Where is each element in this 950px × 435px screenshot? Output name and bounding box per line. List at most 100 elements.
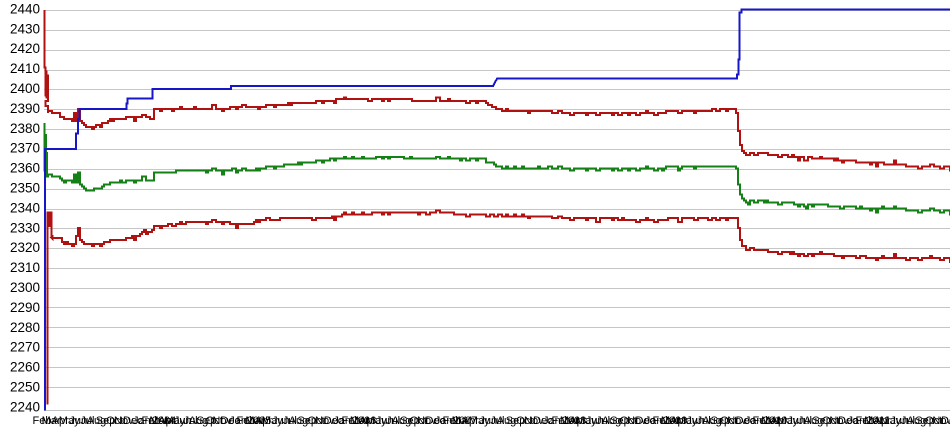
- svg-text:Feb: Feb: [552, 415, 571, 427]
- svg-text:Mar: Mar: [245, 415, 264, 427]
- svg-text:Jan: Jan: [333, 415, 351, 427]
- svg-text:2270: 2270: [10, 340, 40, 355]
- svg-text:Dec: Dec: [736, 415, 756, 427]
- svg-text:Nov: Nov: [114, 415, 134, 427]
- svg-text:2007: 2007: [453, 415, 477, 427]
- svg-text:Jul: Jul: [490, 415, 504, 427]
- svg-text:Jan: Jan: [848, 415, 866, 427]
- svg-text:Jul: Jul: [386, 415, 400, 427]
- svg-text:2006: 2006: [352, 415, 376, 427]
- svg-text:Jan: Jan: [543, 415, 561, 427]
- svg-text:Jan: Jan: [435, 415, 453, 427]
- svg-text:Aug: Aug: [87, 415, 107, 427]
- svg-text:Feb: Feb: [237, 415, 256, 427]
- svg-text:Feb: Feb: [653, 415, 672, 427]
- svg-text:Dec: Dec: [425, 415, 445, 427]
- svg-text:2310: 2310: [10, 260, 40, 275]
- svg-text:Nov: Nov: [829, 415, 849, 427]
- svg-text:2011: 2011: [866, 415, 890, 427]
- svg-text:May: May: [262, 415, 283, 427]
- svg-text:Sep: Sep: [610, 415, 630, 427]
- svg-text:Oct: Oct: [206, 415, 223, 427]
- svg-text:2008: 2008: [562, 415, 586, 427]
- svg-text:Mar: Mar: [864, 415, 883, 427]
- svg-text:Nov: Nov: [932, 415, 950, 427]
- svg-text:Apr: Apr: [359, 415, 376, 427]
- svg-text:Feb: Feb: [33, 415, 52, 427]
- svg-text:Oct: Oct: [410, 415, 427, 427]
- svg-text:Oct: Oct: [925, 415, 942, 427]
- svg-text:Nov: Nov: [524, 415, 544, 427]
- svg-text:Mar: Mar: [761, 415, 780, 427]
- svg-text:Dec: Dec: [220, 415, 240, 427]
- svg-text:2390: 2390: [10, 101, 40, 116]
- svg-text:Sep: Sep: [197, 415, 217, 427]
- svg-text:Jan: Jan: [745, 415, 763, 427]
- svg-text:May: May: [777, 415, 798, 427]
- svg-text:2340: 2340: [10, 200, 40, 215]
- svg-text:Aug: Aug: [702, 415, 722, 427]
- svg-text:Jun: Jun: [174, 415, 192, 427]
- svg-text:Mar: Mar: [42, 415, 61, 427]
- svg-text:Apr: Apr: [569, 415, 586, 427]
- svg-text:Jun: Jun: [479, 415, 497, 427]
- svg-text:Dec: Dec: [324, 415, 344, 427]
- svg-text:Mar: Mar: [661, 415, 680, 427]
- svg-text:Jun: Jun: [272, 415, 290, 427]
- svg-text:2004: 2004: [152, 415, 176, 427]
- svg-text:Apr: Apr: [158, 415, 175, 427]
- svg-text:2290: 2290: [10, 300, 40, 315]
- svg-text:Mar: Mar: [452, 415, 471, 427]
- svg-text:2410: 2410: [10, 61, 40, 76]
- svg-text:Sep: Sep: [297, 415, 317, 427]
- svg-text:Aug: Aug: [189, 415, 209, 427]
- svg-text:2320: 2320: [10, 240, 40, 255]
- svg-text:Jun: Jun: [686, 415, 704, 427]
- svg-text:2240: 2240: [10, 399, 40, 414]
- svg-text:2440: 2440: [10, 1, 40, 16]
- svg-text:Dec: Dec: [533, 415, 553, 427]
- svg-text:Nov: Nov: [315, 415, 335, 427]
- svg-text:Mar: Mar: [350, 415, 369, 427]
- svg-text:Apr: Apr: [52, 415, 69, 427]
- svg-text:Sep: Sep: [506, 415, 526, 427]
- svg-text:Apr: Apr: [874, 415, 891, 427]
- svg-text:Jun: Jun: [376, 415, 394, 427]
- svg-text:Apr: Apr: [462, 415, 479, 427]
- svg-text:May: May: [59, 415, 80, 427]
- svg-text:2300: 2300: [10, 280, 40, 295]
- svg-text:May: May: [164, 415, 185, 427]
- svg-text:Jun: Jun: [586, 415, 604, 427]
- svg-text:Jan: Jan: [229, 415, 247, 427]
- svg-text:Feb: Feb: [856, 415, 875, 427]
- svg-text:Dec: Dec: [941, 415, 950, 427]
- svg-text:Jul: Jul: [184, 415, 198, 427]
- svg-text:Sep: Sep: [711, 415, 731, 427]
- svg-text:Dec: Dec: [123, 415, 143, 427]
- svg-text:May: May: [677, 415, 698, 427]
- svg-text:Oct: Oct: [822, 415, 839, 427]
- svg-text:Aug: Aug: [602, 415, 622, 427]
- svg-text:Jul: Jul: [798, 415, 812, 427]
- svg-text:Dec: Dec: [635, 415, 655, 427]
- svg-text:Oct: Oct: [720, 415, 737, 427]
- svg-text:2350: 2350: [10, 181, 40, 196]
- svg-text:Mar: Mar: [560, 415, 579, 427]
- svg-text:2005: 2005: [247, 415, 271, 427]
- svg-text:Jul: Jul: [901, 415, 915, 427]
- svg-text:Sep: Sep: [96, 415, 116, 427]
- svg-text:2370: 2370: [10, 141, 40, 156]
- svg-text:Aug: Aug: [289, 415, 309, 427]
- svg-text:Apr: Apr: [670, 415, 687, 427]
- svg-text:May: May: [576, 415, 597, 427]
- svg-text:Apr: Apr: [771, 415, 788, 427]
- svg-text:Nov: Nov: [417, 415, 437, 427]
- svg-text:Sep: Sep: [400, 415, 420, 427]
- svg-text:Jun: Jun: [69, 415, 87, 427]
- svg-text:Sep: Sep: [915, 415, 935, 427]
- svg-text:Feb: Feb: [443, 415, 462, 427]
- svg-text:Jul: Jul: [697, 415, 711, 427]
- svg-text:Oct: Oct: [516, 415, 533, 427]
- svg-text:Jul: Jul: [283, 415, 297, 427]
- svg-text:Mar: Mar: [149, 415, 168, 427]
